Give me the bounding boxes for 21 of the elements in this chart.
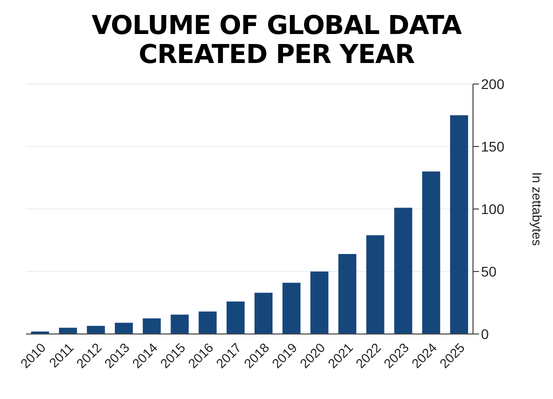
bar [338, 254, 356, 334]
bar [310, 272, 328, 334]
bar [142, 318, 161, 334]
bar [282, 282, 300, 334]
bar [226, 302, 245, 334]
chart-title: VOLUME OF GLOBAL DATA CREATED PER YEAR [90, 10, 463, 70]
y-tick-label: 150 [481, 138, 505, 154]
y-tick-label: 0 [481, 326, 489, 342]
bar [422, 172, 440, 334]
bar [86, 326, 105, 334]
bar [254, 292, 273, 334]
bar [198, 312, 217, 334]
y-tick-label: 100 [481, 200, 505, 217]
bar [170, 314, 189, 334]
y-axis-title: In zettabytes [529, 172, 544, 246]
bar [450, 115, 468, 334]
bar [114, 322, 133, 334]
bar [394, 208, 412, 334]
bar [366, 235, 384, 334]
y-tick-label: 200 [481, 76, 505, 92]
y-tick-label: 50 [481, 263, 497, 280]
